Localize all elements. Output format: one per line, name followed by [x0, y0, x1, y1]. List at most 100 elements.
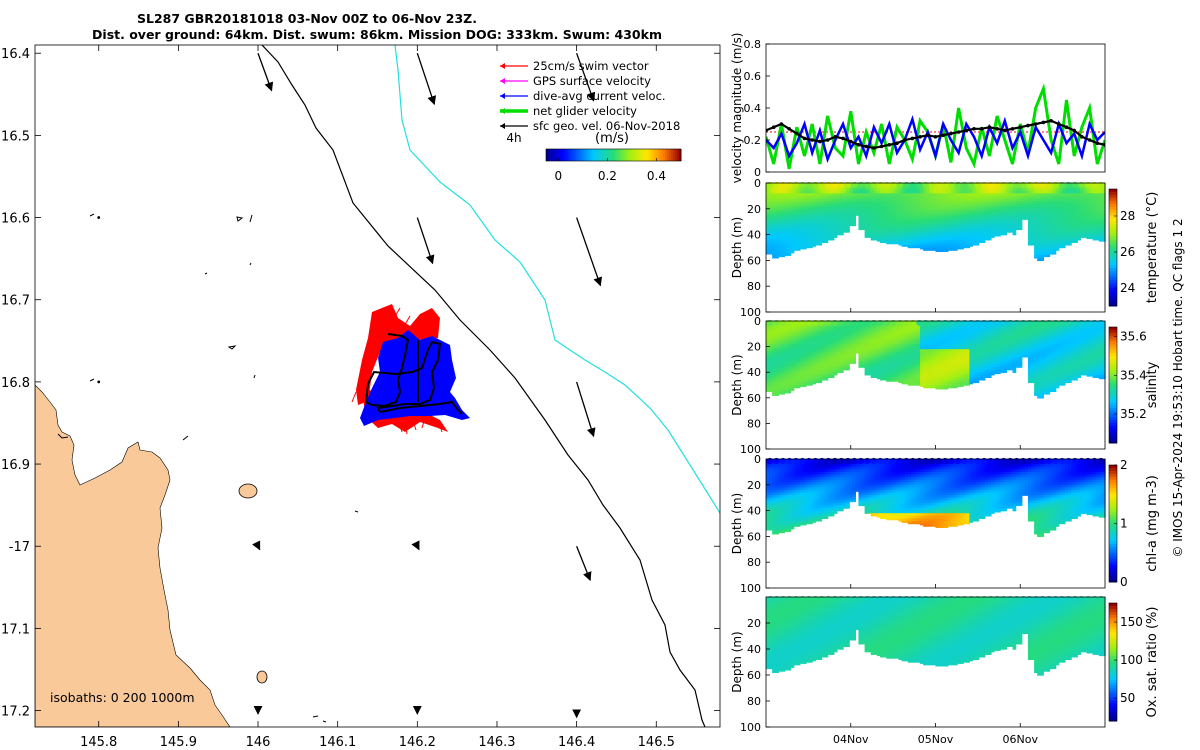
section-cell	[1046, 234, 1051, 238]
section-cell	[852, 206, 856, 210]
section-cell	[772, 392, 776, 396]
section-cell	[978, 354, 983, 358]
section-cell	[1015, 206, 1020, 210]
section-cell	[766, 359, 770, 363]
section-cell	[910, 374, 915, 378]
section-cell	[1092, 219, 1097, 223]
section-colorbar-cell	[1109, 300, 1117, 304]
section-cell	[796, 372, 801, 376]
section-cell	[846, 361, 850, 366]
section-cell	[839, 229, 844, 233]
section-cell	[873, 193, 878, 197]
section-cell	[855, 331, 860, 335]
section-cell	[781, 374, 786, 378]
section-cell	[966, 364, 970, 368]
section-cell	[781, 367, 786, 371]
section-cell	[947, 237, 952, 241]
section-cell	[849, 346, 853, 350]
section-cell	[910, 336, 915, 340]
section-cell	[787, 206, 792, 210]
section-cell	[898, 195, 903, 200]
section-cell	[938, 211, 943, 215]
section-cell	[963, 326, 967, 330]
section-cell	[997, 341, 1001, 345]
section-cell	[990, 206, 995, 210]
section-cell	[1031, 211, 1035, 215]
section-cell	[941, 247, 946, 251]
section-cell	[950, 234, 955, 238]
section-cell	[953, 250, 958, 251]
section-cell	[987, 326, 992, 330]
section-cell	[1101, 211, 1106, 215]
map-colorbar-cell	[607, 149, 611, 161]
section-cell	[994, 346, 998, 350]
section-cell	[926, 226, 930, 231]
section-cell	[935, 331, 940, 335]
section-cell	[836, 226, 841, 231]
section-cell	[883, 377, 887, 381]
section-cell	[947, 211, 952, 215]
velocity-geo-point	[933, 135, 938, 139]
section-cell	[778, 198, 783, 202]
section-cell	[812, 382, 816, 385]
section-cell	[778, 372, 783, 376]
section-cell	[886, 221, 890, 225]
velocity-geo-point	[1064, 125, 1069, 129]
section-cell	[910, 224, 915, 228]
section-cell	[799, 229, 804, 233]
section-cell	[901, 349, 906, 353]
section-cell	[972, 377, 977, 381]
section-cell	[1006, 198, 1011, 202]
section-cell	[886, 239, 890, 243]
section-cell	[1080, 219, 1085, 223]
section-cell	[1000, 234, 1004, 236]
section-cell	[913, 382, 918, 386]
section-cell	[904, 232, 909, 236]
section-cell	[830, 326, 835, 330]
section-cell	[809, 226, 813, 231]
section-cell	[889, 201, 893, 205]
section-cell	[1064, 201, 1069, 205]
section-cell	[812, 351, 816, 355]
section-cell	[1071, 201, 1075, 205]
section-cell	[849, 203, 853, 207]
section-cell	[917, 237, 921, 241]
section-cell	[766, 239, 770, 243]
section-cell	[1080, 224, 1085, 228]
section-colorbar-cell	[1109, 203, 1117, 208]
section-cell	[935, 328, 940, 332]
section-cell	[824, 372, 829, 376]
section-cell	[1046, 242, 1051, 246]
section-cell	[787, 216, 792, 220]
section-cell	[910, 333, 915, 337]
section-cell	[833, 328, 838, 332]
map-x-tick-label: 146.5	[638, 735, 675, 750]
section-cell	[957, 344, 961, 348]
section-cell	[910, 190, 915, 194]
section-cell	[1037, 201, 1041, 205]
section-cell	[864, 193, 869, 197]
section-cell	[833, 201, 838, 205]
section-cell	[935, 239, 940, 243]
section-cell	[839, 338, 844, 343]
section-cell	[870, 367, 875, 371]
section-cell	[960, 198, 964, 202]
section-cell	[969, 208, 974, 212]
section-cell	[923, 206, 927, 210]
section-cell	[910, 359, 915, 363]
section-cell	[1024, 201, 1029, 205]
section-cell	[950, 369, 955, 373]
section-cell	[790, 338, 795, 343]
section-cell	[806, 341, 810, 345]
section-cell	[793, 188, 798, 192]
section-cell	[938, 213, 943, 218]
section-cell	[886, 213, 890, 218]
section-cell	[1037, 229, 1041, 233]
section-cell	[815, 226, 819, 231]
section-cell	[812, 242, 816, 246]
section-cell	[784, 183, 789, 187]
section-cell	[950, 203, 955, 207]
section-cell	[947, 190, 952, 194]
section-cell	[944, 237, 949, 241]
